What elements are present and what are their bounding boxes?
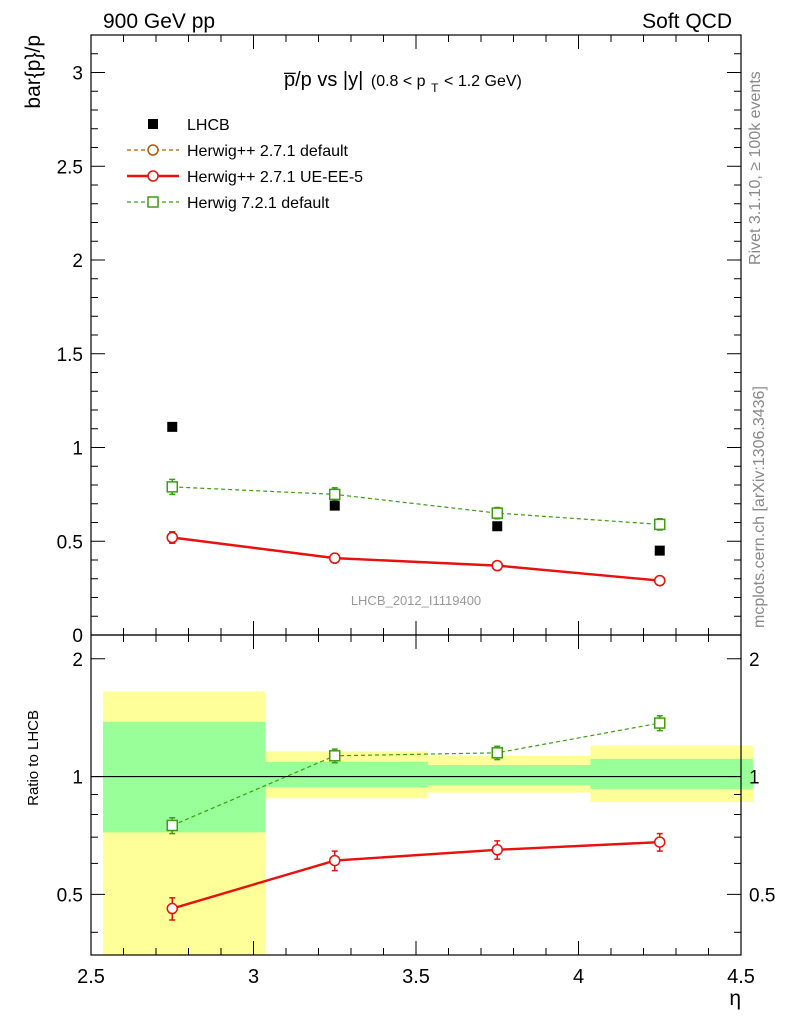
main-lhcb-point	[492, 521, 503, 532]
xtick-label: 3.5	[402, 966, 430, 988]
ratio-herwig-2-7-1-ue-ee-5-point	[491, 844, 503, 856]
ratio-herwig-7-2-1-default-point	[329, 750, 341, 762]
legend-marker-0	[148, 119, 158, 129]
analysis-watermark: LHCB_2012_I1119400	[351, 593, 481, 608]
main-herwig-2-7-1-ue-ee-5-point	[491, 559, 503, 572]
main-ytick-label: 1.5	[57, 345, 83, 366]
mcplots-label: mcplots.cern.ch [arXiv:1306.3436]	[751, 386, 768, 628]
main-ytick-label: 0	[72, 626, 83, 647]
rivet-label: Rivet 3.1.10, ≥ 100k events	[747, 71, 764, 265]
band-green-2	[428, 765, 591, 786]
ratio-herwig-2-7-1-ue-ee-5-line	[171, 840, 660, 910]
main-herwig-2-7-1-ue-ee-5-point	[166, 531, 178, 544]
main-ytick-label: 2.5	[57, 157, 83, 178]
main-herwig-7-2-1-default-line	[172, 486, 660, 525]
x-axis-label: η	[729, 987, 741, 1010]
ratio-herwig-7-2-1-default-point	[166, 819, 178, 832]
ratio-series	[166, 715, 666, 921]
legend-marker-1	[147, 144, 159, 156]
ratio-herwig-7-2-1-default-point	[654, 717, 666, 729]
ratio-uncertainty-bands	[103, 691, 753, 955]
xtick-label: 2.5	[77, 966, 105, 988]
legend-label-2: Herwig++ 2.7.1 UE-EE-5	[187, 169, 363, 186]
ratio-herwig-2-7-1-ue-ee-5-point	[654, 836, 666, 848]
main-lhcb-point	[167, 421, 178, 432]
header-right: Soft QCD	[642, 10, 732, 33]
main-herwig-7-2-1-default-point	[329, 488, 341, 501]
xtick-label: 4	[573, 966, 584, 988]
main-ytick-label: 1	[72, 439, 83, 460]
main-series	[166, 421, 666, 587]
main-lhcb-point	[329, 500, 340, 511]
main-herwig-2-7-1-ue-ee-5-line	[172, 536, 660, 582]
ratio-herwig-2-7-1-ue-ee-5-point	[166, 902, 178, 915]
legend-label-3: Herwig 7.2.1 default	[187, 195, 330, 212]
main-ytick-label: 3	[72, 64, 83, 85]
ratio-herwig-7-2-1-default-line	[172, 722, 660, 827]
legend: LHCB Herwig++ 2.7.1 default Herwig++ 2.7.1…	[127, 117, 363, 212]
ratio-ytick-label-right: 0.5	[749, 885, 775, 906]
main-herwig-2-7-1-ue-ee-5-point	[654, 574, 666, 587]
xtick-label: 3	[248, 966, 259, 988]
main-ytick-label: 0.5	[57, 532, 83, 553]
ratio-ytick-label-right: 1	[749, 768, 760, 789]
main-herwig-7-2-1-default-point	[654, 518, 666, 531]
main-herwig-7-2-1-default-point	[166, 481, 178, 493]
chart-title: p̅/p vs |y| (0.8 < p T < 1.2 GeV)	[284, 69, 522, 97]
axes: 0 0.5 1 1.5 2 2.5 3 2.5 3 3.5 4 4.5 0.5 0.5 1 1 2 2	[57, 34, 775, 988]
band-green-3	[590, 758, 753, 789]
main-herwig-7-2-1-default-point	[491, 507, 503, 519]
ratio-ytick-label-left: 1	[72, 768, 83, 789]
ratio-herwig-2-7-1-ue-ee-5-point	[329, 854, 341, 867]
main-ytick-label: 2	[72, 251, 83, 272]
xtick-label: 4.5	[727, 966, 755, 988]
legend-marker-2	[147, 170, 159, 182]
legend-marker-3	[147, 196, 159, 208]
legend-label-1: Herwig++ 2.7.1 default	[187, 143, 349, 160]
ratio-herwig-7-2-1-default-point	[491, 747, 503, 759]
header-left: 900 GeV pp	[103, 10, 215, 33]
ratio-ytick-label-left: 2	[72, 650, 83, 671]
ratio-ytick-label-left: 0.5	[57, 885, 83, 906]
main-herwig-2-7-1-ue-ee-5-point	[329, 552, 341, 564]
ratio-y-label: Ratio to LHCB	[25, 710, 42, 806]
band-green-1	[265, 761, 428, 788]
ratio-ytick-label-right: 2	[749, 650, 760, 671]
main-y-label: bar{p}/p	[22, 35, 45, 109]
legend-label-0: LHCB	[187, 117, 230, 134]
main-lhcb-point	[654, 545, 665, 556]
